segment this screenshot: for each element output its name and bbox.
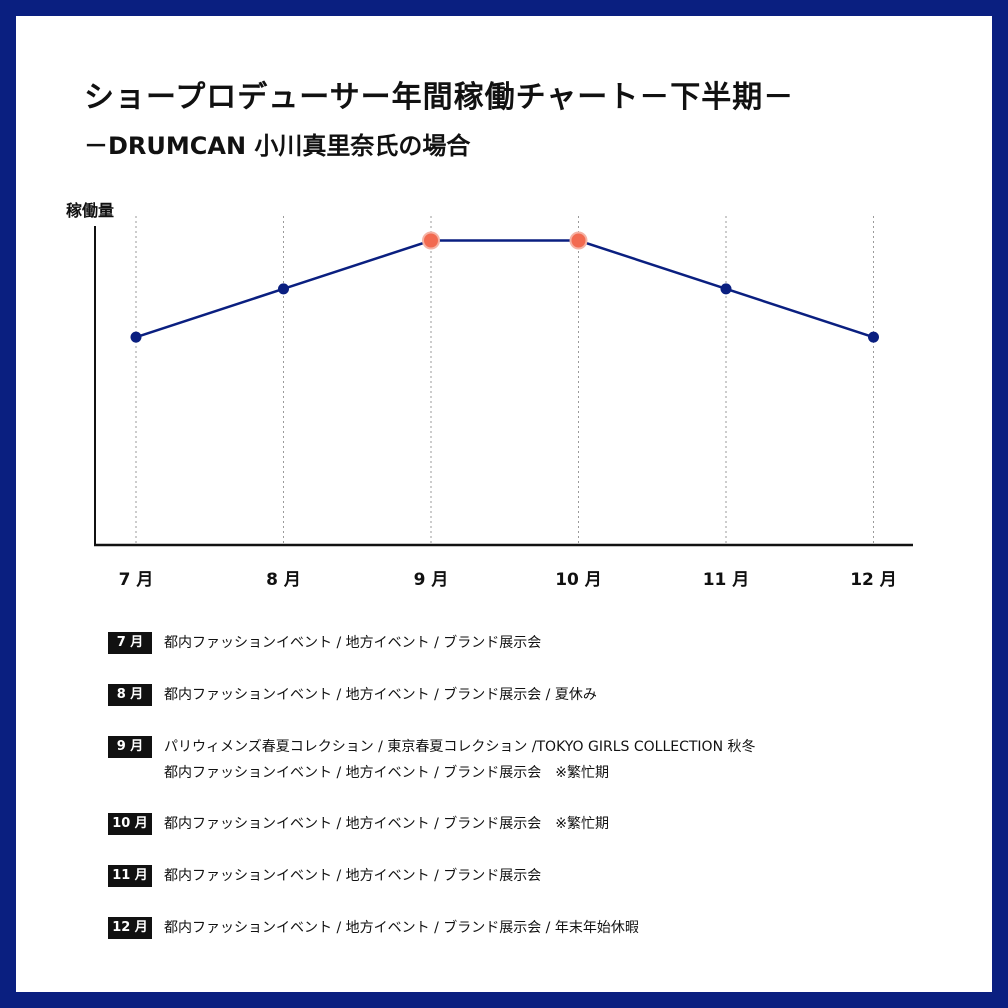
schedule-row: 8 月都内ファッションイベント / 地方イベント / ブランド展示会 / 夏休み [108, 684, 597, 708]
schedule-line: 都内ファッションイベント / 地方イベント / ブランド展示会 ※繁忙期 [164, 765, 609, 781]
schedule-text: 都内ファッションイベント / 地方イベント / ブランド展示会 ※繁忙期 [164, 811, 609, 837]
data-point [868, 331, 879, 343]
chart-subtitle: －DRUMCAN 小川真里奈氏の場合 [84, 132, 471, 160]
schedule-row: 10 月都内ファッションイベント / 地方イベント / ブランド展示会 ※繁忙期 [108, 813, 609, 837]
schedule-line: 都内ファッションイベント / 地方イベント / ブランド展示会 [164, 868, 542, 884]
month-badge: 11 月 [108, 865, 152, 887]
x-tick-label: 10 月 [555, 570, 602, 590]
month-badge: 12 月 [108, 917, 152, 939]
schedule-line: パリウィメンズ春夏コレクション / 東京春夏コレクション /TOKYO GIRL… [164, 739, 756, 755]
schedule-text: 都内ファッションイベント / 地方イベント / ブランド展示会 / 夏休み [164, 682, 597, 708]
y-axis-label: 稼働量 [66, 201, 114, 220]
x-tick-label: 7 月 [119, 570, 154, 590]
schedule-row: 11 月都内ファッションイベント / 地方イベント / ブランド展示会 [108, 865, 541, 889]
month-badge: 9 月 [108, 736, 152, 758]
x-tick-label: 12 月 [850, 570, 897, 590]
series-line [135, 239, 874, 339]
x-tick-labels: 7 月 8 月 9 月 10 月 11 月 12 月 [119, 570, 897, 590]
data-point [130, 331, 142, 343]
x-tick-label: 8 月 [266, 570, 301, 590]
data-point-peak [422, 231, 440, 250]
schedule-line: 都内ファッションイベント / 地方イベント / ブランド展示会 [164, 635, 542, 651]
grid-lines [135, 216, 874, 545]
schedule-line: 都内ファッションイベント / 地方イベント / ブランド展示会 ※繁忙期 [164, 816, 609, 832]
chart-title: ショープロデューサー年間稼働チャート－下半期－ [84, 80, 795, 115]
data-points [130, 231, 879, 343]
schedule-row: 12 月都内ファッションイベント / 地方イベント / ブランド展示会 / 年末… [108, 917, 639, 941]
schedule-row: 9 月パリウィメンズ春夏コレクション / 東京春夏コレクション /TOKYO G… [108, 736, 756, 786]
schedule-text: 都内ファッションイベント / 地方イベント / ブランド展示会 / 年末年始休暇 [164, 915, 639, 941]
x-tick-label: 11 月 [703, 570, 750, 590]
poster-frame: ショープロデューサー年間稼働チャート－下半期－ －DRUMCAN 小川真里奈氏の… [16, 16, 992, 992]
schedule-text: 都内ファッションイベント / 地方イベント / ブランド展示会 [164, 630, 541, 656]
schedule-text: パリウィメンズ春夏コレクション / 東京春夏コレクション /TOKYO GIRL… [164, 734, 756, 786]
schedule-row: 7 月都内ファッションイベント / 地方イベント / ブランド展示会 [108, 632, 541, 656]
month-badge: 10 月 [108, 813, 152, 835]
line-chart: 稼働量 7 月 8 月 9 月 10 月 11 月 12 月 [66, 201, 913, 590]
month-badge: 7 月 [108, 632, 152, 654]
month-badge: 8 月 [108, 684, 152, 706]
data-point [720, 283, 732, 295]
data-point [278, 283, 289, 295]
schedule-line: 都内ファッションイベント / 地方イベント / ブランド展示会 / 年末年始休暇 [164, 920, 639, 936]
x-tick-label: 9 月 [414, 570, 449, 590]
schedule-line: 都内ファッションイベント / 地方イベント / ブランド展示会 / 夏休み [164, 687, 597, 703]
schedule-text: 都内ファッションイベント / 地方イベント / ブランド展示会 [164, 863, 541, 889]
data-point-peak [569, 231, 588, 250]
